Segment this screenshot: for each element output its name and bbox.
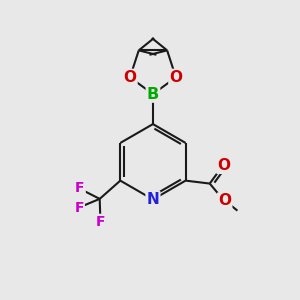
Text: F: F — [75, 181, 85, 195]
Text: O: O — [218, 158, 230, 173]
Text: B: B — [147, 87, 159, 102]
Text: F: F — [95, 215, 105, 229]
Text: O: O — [218, 194, 231, 208]
Text: N: N — [147, 192, 159, 207]
Text: O: O — [169, 70, 182, 85]
Text: O: O — [124, 70, 136, 85]
Text: F: F — [74, 201, 84, 215]
